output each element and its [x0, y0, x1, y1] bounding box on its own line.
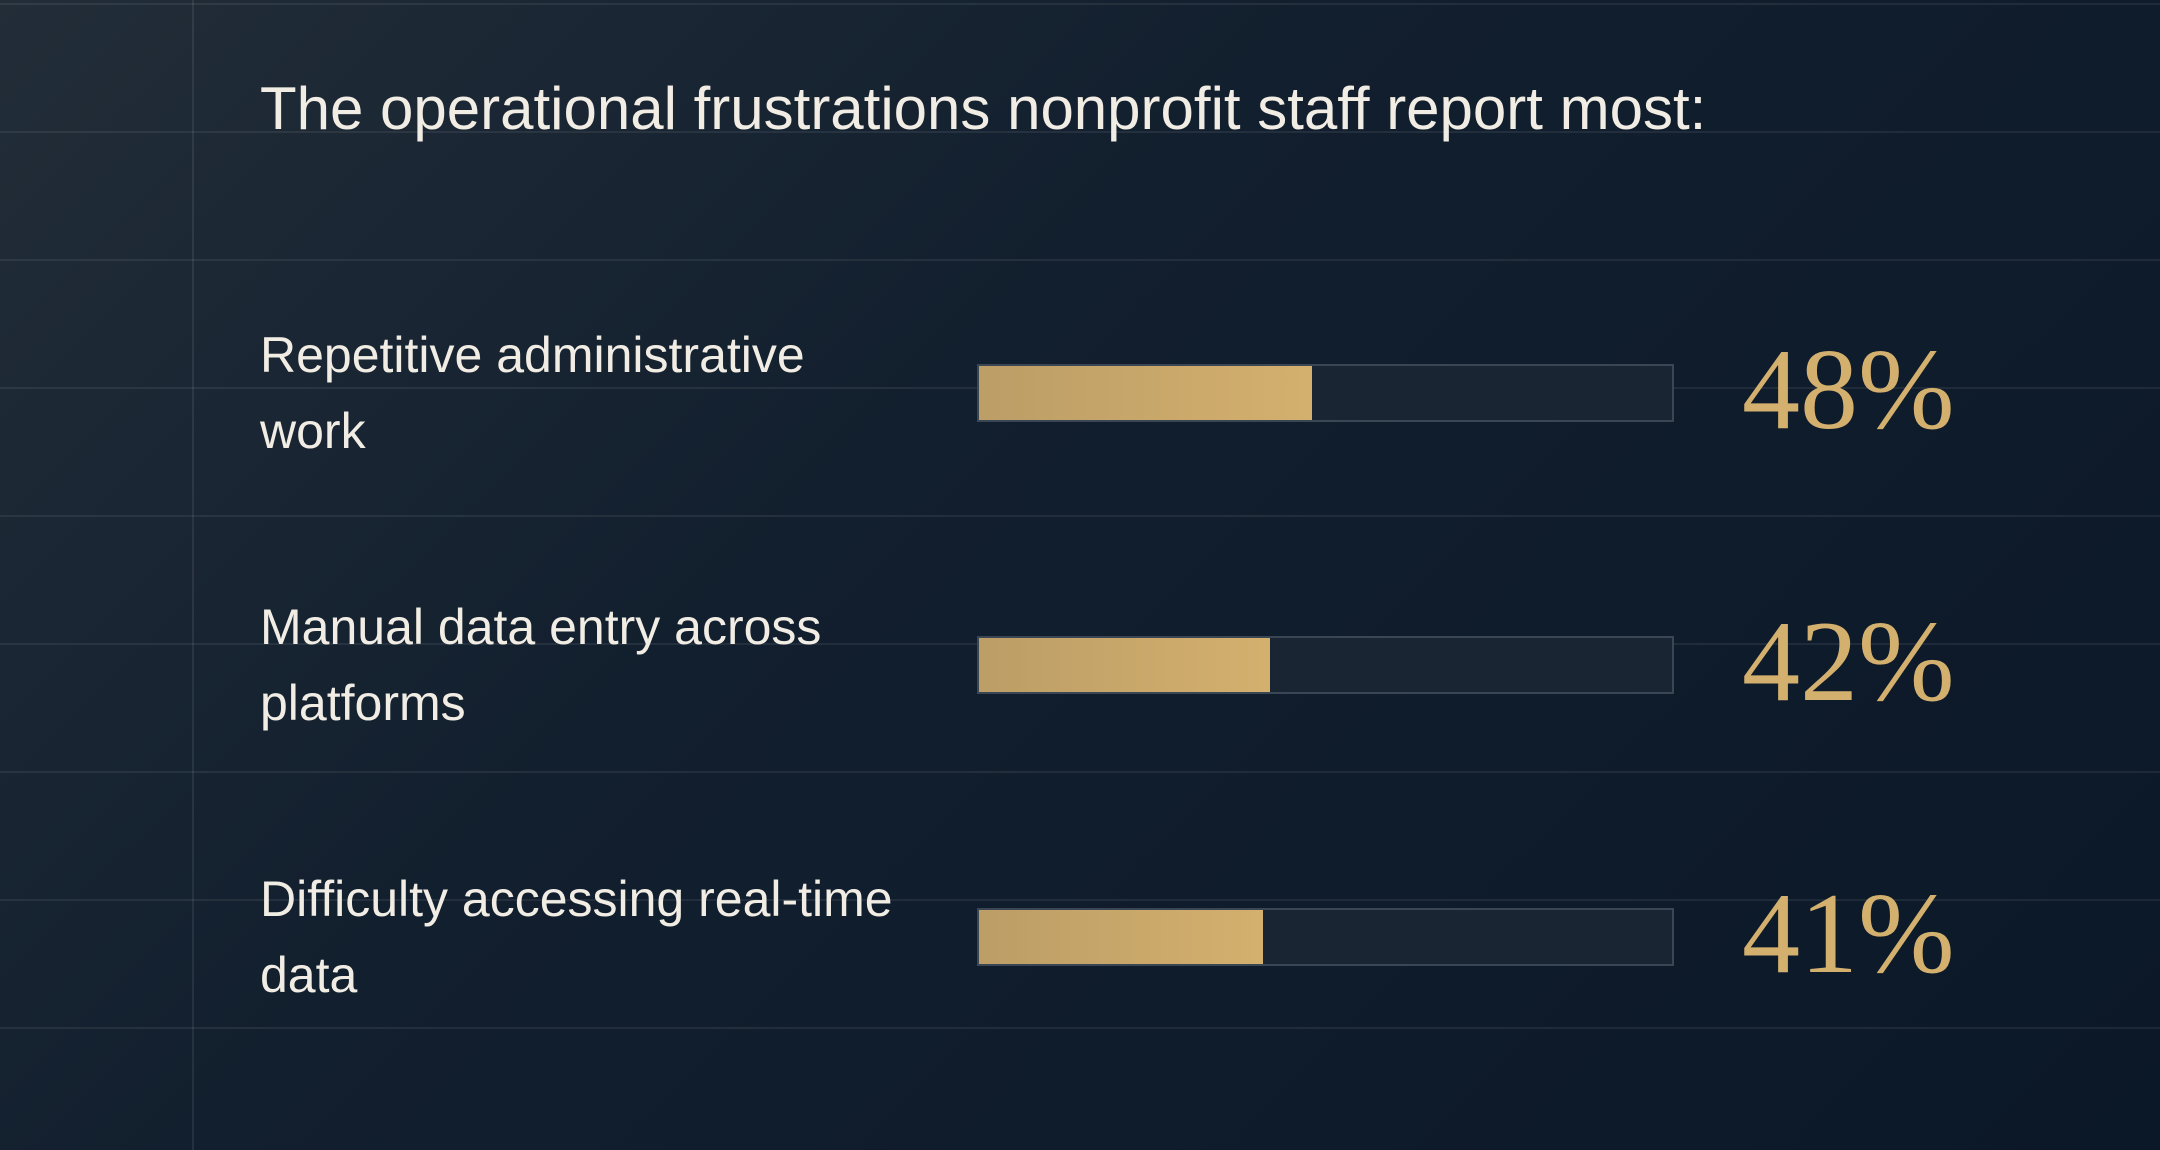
bar — [979, 910, 1264, 964]
bar-track — [977, 364, 1674, 422]
bar — [979, 638, 1271, 692]
bar — [979, 366, 1312, 420]
bar-track — [977, 636, 1674, 694]
category-label: Repetitive administrative work — [260, 327, 805, 459]
bar-track — [977, 908, 1674, 966]
value-label: 48% — [1742, 325, 1955, 454]
value-label: 41% — [1742, 869, 1955, 998]
chart-title: The operational frustrations nonprofit s… — [260, 75, 1707, 142]
category-label: Manual data entry across platforms — [260, 599, 822, 731]
value-label: 42% — [1742, 597, 1955, 726]
category-label: Difficulty accessing real-time data — [260, 871, 893, 1003]
